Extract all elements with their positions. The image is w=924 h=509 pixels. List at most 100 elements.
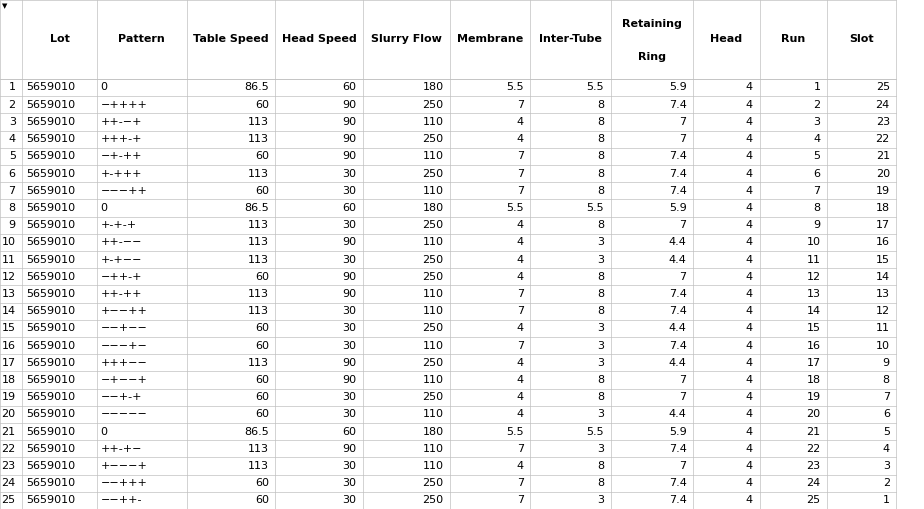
Text: 3: 3 [597,409,604,419]
Text: 7: 7 [517,151,524,161]
Text: Table Speed: Table Speed [193,35,269,44]
Text: 7: 7 [882,392,890,402]
Text: 5659010: 5659010 [26,323,75,333]
Text: 250: 250 [422,100,444,110]
Text: 5659010: 5659010 [26,427,75,437]
Text: 2: 2 [813,100,821,110]
Text: −−−++: −−−++ [101,186,148,196]
Text: 5.9: 5.9 [669,427,687,437]
Text: 60: 60 [255,272,269,282]
Text: 250: 250 [422,323,444,333]
Text: 13: 13 [876,289,890,299]
Text: 110: 110 [422,151,444,161]
Text: 5: 5 [813,151,821,161]
Text: 4: 4 [746,186,753,196]
Text: 7: 7 [517,168,524,179]
Text: 110: 110 [422,409,444,419]
Text: 60: 60 [343,427,357,437]
Text: 4: 4 [517,409,524,419]
Text: 5: 5 [8,151,16,161]
Text: 180: 180 [422,427,444,437]
Text: 90: 90 [343,237,357,247]
Text: 8: 8 [597,186,604,196]
Text: 180: 180 [422,82,444,93]
Text: −+-++: −+-++ [101,151,142,161]
Text: 17: 17 [807,358,821,368]
Text: 24: 24 [807,478,821,488]
Text: 1: 1 [813,82,821,93]
Text: 60: 60 [255,341,269,351]
Text: 5659010: 5659010 [26,392,75,402]
Text: 86.5: 86.5 [244,203,269,213]
Text: 4.4: 4.4 [669,409,687,419]
Text: 4: 4 [517,220,524,230]
Text: 3: 3 [597,341,604,351]
Text: 110: 110 [422,461,444,471]
Text: 21: 21 [876,151,890,161]
Text: 113: 113 [248,306,269,316]
Text: 110: 110 [422,341,444,351]
Text: 4: 4 [517,254,524,265]
Text: 24: 24 [876,100,890,110]
Text: 5.5: 5.5 [587,82,604,93]
Text: 4: 4 [746,392,753,402]
Text: 110: 110 [422,444,444,454]
Text: 30: 30 [343,495,357,505]
Text: 60: 60 [255,392,269,402]
Text: 5659010: 5659010 [26,203,75,213]
Text: 8: 8 [597,375,604,385]
Text: 4: 4 [517,272,524,282]
Text: 8: 8 [597,168,604,179]
Text: 5659010: 5659010 [26,254,75,265]
Text: 30: 30 [343,461,357,471]
Text: 113: 113 [248,220,269,230]
Text: 7.4: 7.4 [669,289,687,299]
Text: 60: 60 [255,151,269,161]
Text: 5659010: 5659010 [26,478,75,488]
Text: 5.9: 5.9 [669,203,687,213]
Text: 113: 113 [248,444,269,454]
Text: 23: 23 [876,117,890,127]
Text: 7.4: 7.4 [669,306,687,316]
Text: ▼: ▼ [2,4,7,10]
Text: 25: 25 [2,495,16,505]
Text: 3: 3 [597,237,604,247]
Text: 6: 6 [8,168,16,179]
Text: 30: 30 [343,254,357,265]
Text: 7: 7 [517,100,524,110]
Text: 25: 25 [807,495,821,505]
Text: 8: 8 [597,461,604,471]
Text: ++-−−: ++-−− [101,237,142,247]
Text: 22: 22 [807,444,821,454]
Text: ++-+−: ++-+− [101,444,142,454]
Text: 9: 9 [813,220,821,230]
Text: Membrane: Membrane [457,35,523,44]
Text: 60: 60 [255,375,269,385]
Text: 16: 16 [807,341,821,351]
Text: −−+++: −−+++ [101,478,148,488]
Text: 10: 10 [807,237,821,247]
Text: 30: 30 [343,409,357,419]
Text: −−++-: −−++- [101,495,142,505]
Text: 6: 6 [813,168,821,179]
Text: 7: 7 [679,461,687,471]
Text: 18: 18 [807,375,821,385]
Text: 30: 30 [343,186,357,196]
Text: 86.5: 86.5 [244,82,269,93]
Text: 4: 4 [746,323,753,333]
Text: 5.5: 5.5 [506,82,524,93]
Text: 13: 13 [2,289,16,299]
Text: 4: 4 [746,444,753,454]
Text: 20: 20 [2,409,16,419]
Text: 30: 30 [343,220,357,230]
Text: 30: 30 [343,323,357,333]
Text: 1: 1 [882,495,890,505]
Text: 90: 90 [343,151,357,161]
Text: 12: 12 [2,272,16,282]
Text: 8: 8 [597,134,604,144]
Text: 250: 250 [422,220,444,230]
Text: 60: 60 [255,478,269,488]
Text: 4: 4 [517,237,524,247]
Text: 113: 113 [248,254,269,265]
Text: 7.4: 7.4 [669,478,687,488]
